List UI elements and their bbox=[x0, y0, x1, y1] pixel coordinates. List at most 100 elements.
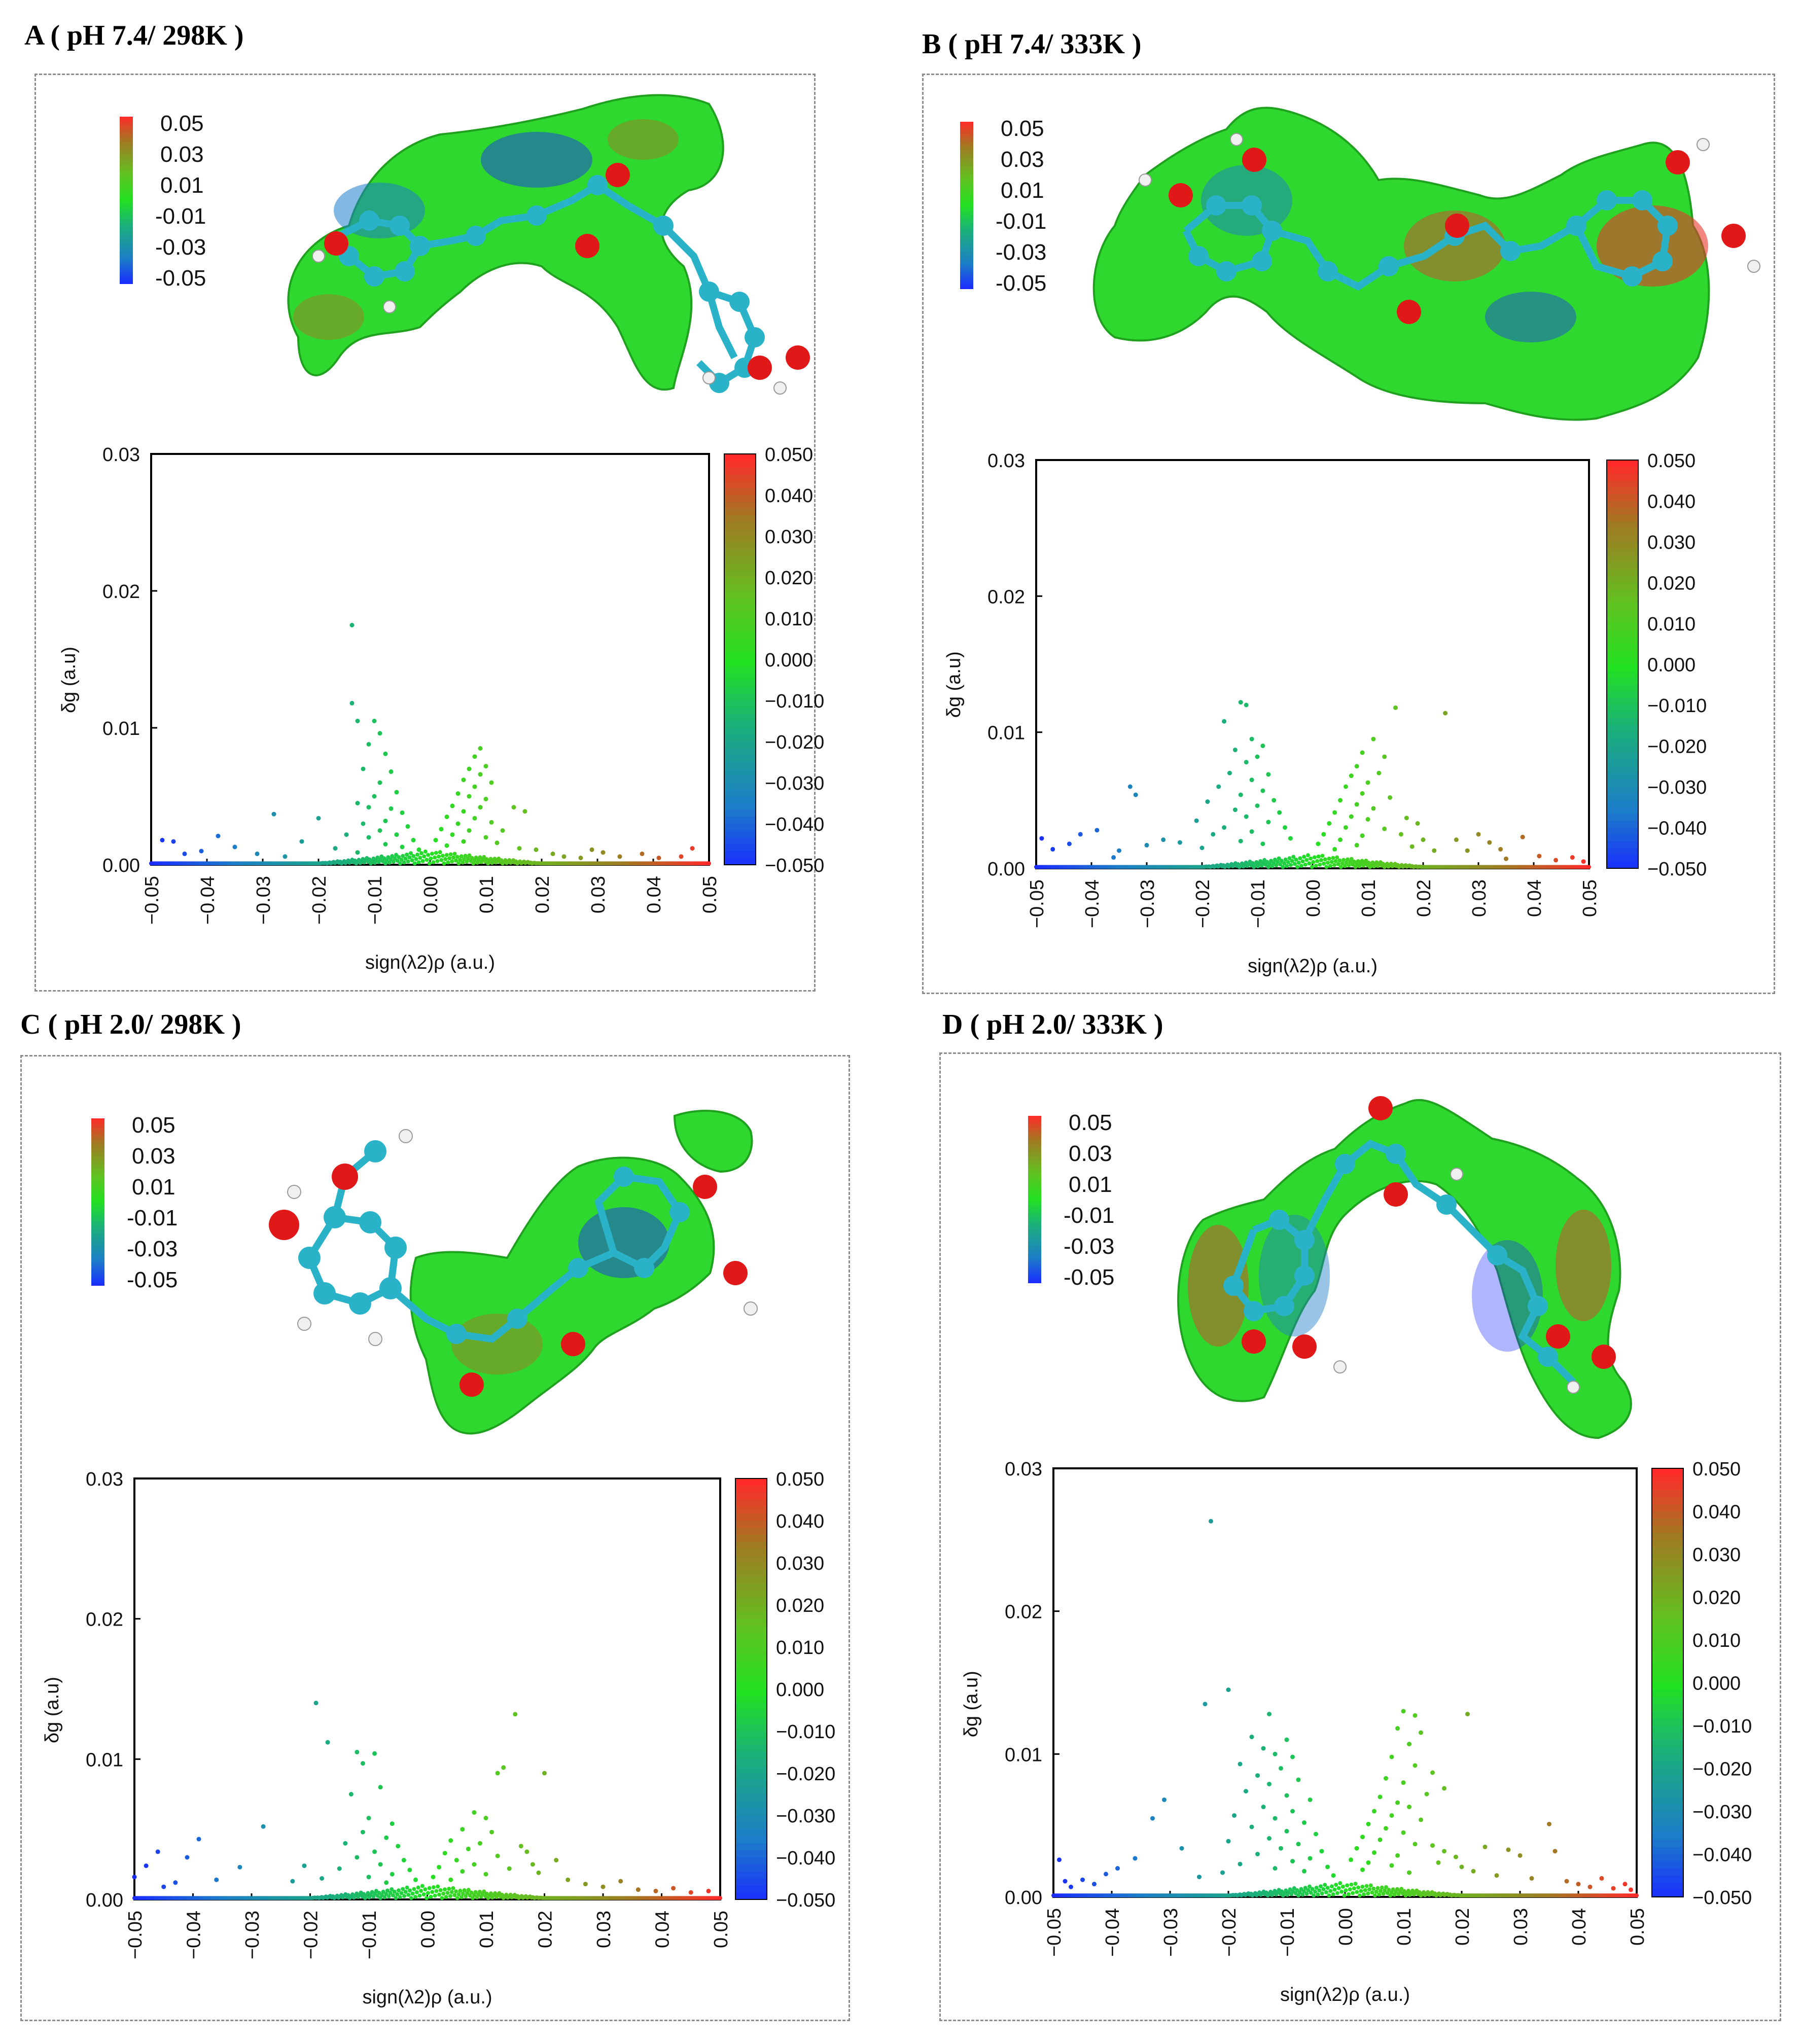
data-point bbox=[420, 1884, 425, 1888]
colorbar-band bbox=[724, 652, 756, 660]
data-point bbox=[1436, 1860, 1441, 1865]
data-point bbox=[1430, 1843, 1435, 1848]
atom-c bbox=[745, 327, 765, 347]
isosurface-patch bbox=[451, 1314, 543, 1375]
colorbar-band bbox=[1652, 1632, 1683, 1640]
data-point bbox=[589, 847, 594, 852]
colorbar-band bbox=[1652, 1625, 1683, 1633]
data-point bbox=[409, 1896, 413, 1900]
data-point bbox=[1329, 1884, 1334, 1889]
molecule-colorbar-label: -0.03 bbox=[127, 1237, 178, 1261]
data-point bbox=[1465, 1711, 1470, 1716]
molecule-colorbar: 0.05 0.03 0.01 -0.01 -0.03 -0.05 bbox=[120, 111, 206, 291]
x-tick-label: −0.04 bbox=[1082, 879, 1103, 928]
data-point bbox=[1327, 821, 1332, 826]
data-point bbox=[1298, 856, 1302, 861]
colorbar-band bbox=[1652, 1668, 1683, 1676]
data-point bbox=[1222, 719, 1227, 724]
data-point bbox=[394, 853, 399, 857]
data-point bbox=[389, 769, 394, 774]
data-point bbox=[422, 854, 427, 859]
data-point bbox=[426, 1891, 430, 1895]
data-point bbox=[1272, 798, 1277, 803]
data-point bbox=[421, 1892, 426, 1896]
data-point bbox=[412, 861, 417, 866]
data-point bbox=[401, 854, 405, 858]
y-axis-title: δg (a.u) bbox=[58, 647, 80, 713]
data-point bbox=[1388, 1893, 1393, 1898]
data-point bbox=[344, 832, 349, 837]
data-point bbox=[1338, 865, 1343, 869]
data-point bbox=[378, 1785, 383, 1790]
data-point bbox=[1039, 836, 1044, 841]
data-point bbox=[448, 1838, 453, 1843]
data-point bbox=[1395, 1887, 1399, 1891]
data-point bbox=[1335, 855, 1339, 860]
data-point bbox=[536, 1870, 541, 1875]
data-point bbox=[1415, 821, 1420, 826]
colorbar-band bbox=[1607, 542, 1638, 549]
data-point bbox=[366, 805, 371, 810]
atom-c bbox=[1318, 261, 1338, 281]
data-point bbox=[413, 1894, 418, 1899]
data-point bbox=[1283, 825, 1287, 830]
panel-b-title: B ( pH 7.4/ 333K ) bbox=[922, 28, 1142, 60]
atom-h bbox=[399, 1129, 413, 1143]
data-point bbox=[1340, 861, 1345, 866]
colorbar-band bbox=[1607, 610, 1638, 617]
data-point bbox=[472, 816, 477, 821]
data-point bbox=[462, 857, 466, 861]
colorbar-tick-label: 0.050 bbox=[776, 1469, 824, 1490]
data-point bbox=[617, 854, 622, 859]
colorbar-tick-label: 0.000 bbox=[1647, 655, 1696, 676]
data-point bbox=[1329, 860, 1334, 864]
data-point bbox=[452, 1893, 457, 1897]
colorbar-band bbox=[724, 851, 756, 859]
data-point bbox=[377, 780, 382, 785]
data-point bbox=[447, 856, 452, 861]
data-point bbox=[1371, 1886, 1376, 1891]
data-point bbox=[461, 809, 466, 814]
atom-o bbox=[324, 231, 348, 256]
colorbar-band bbox=[1652, 1518, 1683, 1526]
colorbar-band bbox=[735, 1689, 767, 1697]
atom-c bbox=[1386, 1144, 1406, 1164]
data-point bbox=[394, 832, 399, 837]
data-point bbox=[465, 860, 469, 864]
colorbar-band bbox=[724, 755, 756, 763]
colorbar-band bbox=[724, 597, 756, 605]
colorbar-tick-label: −0.020 bbox=[776, 1764, 835, 1785]
atom-c bbox=[729, 292, 750, 312]
colorbar-band bbox=[1607, 691, 1638, 699]
data-point bbox=[1319, 1849, 1324, 1854]
data-point bbox=[578, 856, 583, 860]
data-point bbox=[433, 837, 438, 842]
data-point bbox=[1296, 1777, 1301, 1782]
data-point bbox=[349, 623, 355, 627]
data-point bbox=[1377, 1892, 1382, 1897]
data-point bbox=[1299, 864, 1303, 868]
colorbar-band bbox=[735, 1563, 767, 1570]
colorbar-band bbox=[724, 693, 756, 701]
colorbar-band bbox=[735, 1618, 767, 1627]
data-point bbox=[372, 794, 377, 799]
colorbar-band bbox=[1652, 1561, 1683, 1569]
x-tick-label: 0.00 bbox=[418, 1911, 439, 1948]
data-point bbox=[415, 853, 420, 857]
molecule-colorbar-label: -0.01 bbox=[1064, 1203, 1114, 1228]
colorbar-band bbox=[1652, 1861, 1683, 1869]
data-point bbox=[1365, 780, 1370, 785]
colorbar-band bbox=[735, 1857, 767, 1865]
data-point bbox=[1290, 1754, 1295, 1759]
data-point bbox=[1284, 1737, 1289, 1742]
atom-o bbox=[693, 1175, 717, 1199]
data-point bbox=[1279, 1766, 1283, 1771]
chart-colorbar: 0.050 0.040 0.030 0.020 0.010 0.000 −0.010 −0.0… bbox=[735, 1469, 835, 1911]
data-point bbox=[408, 851, 413, 856]
data-point bbox=[1399, 1887, 1404, 1891]
data-point bbox=[437, 1892, 441, 1897]
x-tick-label: −0.04 bbox=[197, 876, 219, 925]
data-point bbox=[1267, 1781, 1272, 1786]
colorbar-band bbox=[735, 1598, 767, 1605]
data-point bbox=[1273, 1816, 1278, 1821]
